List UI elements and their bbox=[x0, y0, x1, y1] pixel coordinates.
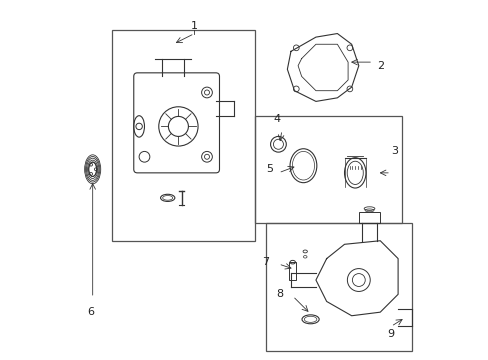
Text: 1: 1 bbox=[191, 21, 198, 31]
Text: 6: 6 bbox=[87, 307, 94, 317]
Bar bbox=[288, 262, 296, 280]
Bar bbox=[358, 212, 380, 223]
Bar bbox=[255, 116, 401, 223]
Text: 2: 2 bbox=[376, 61, 383, 71]
Text: 7: 7 bbox=[262, 257, 269, 267]
Text: 8: 8 bbox=[276, 289, 283, 299]
Text: 9: 9 bbox=[386, 329, 394, 339]
Bar bbox=[265, 223, 411, 351]
Text: 5: 5 bbox=[265, 164, 272, 174]
Text: 3: 3 bbox=[390, 147, 397, 157]
Text: 4: 4 bbox=[272, 114, 280, 124]
Bar bbox=[112, 30, 255, 241]
